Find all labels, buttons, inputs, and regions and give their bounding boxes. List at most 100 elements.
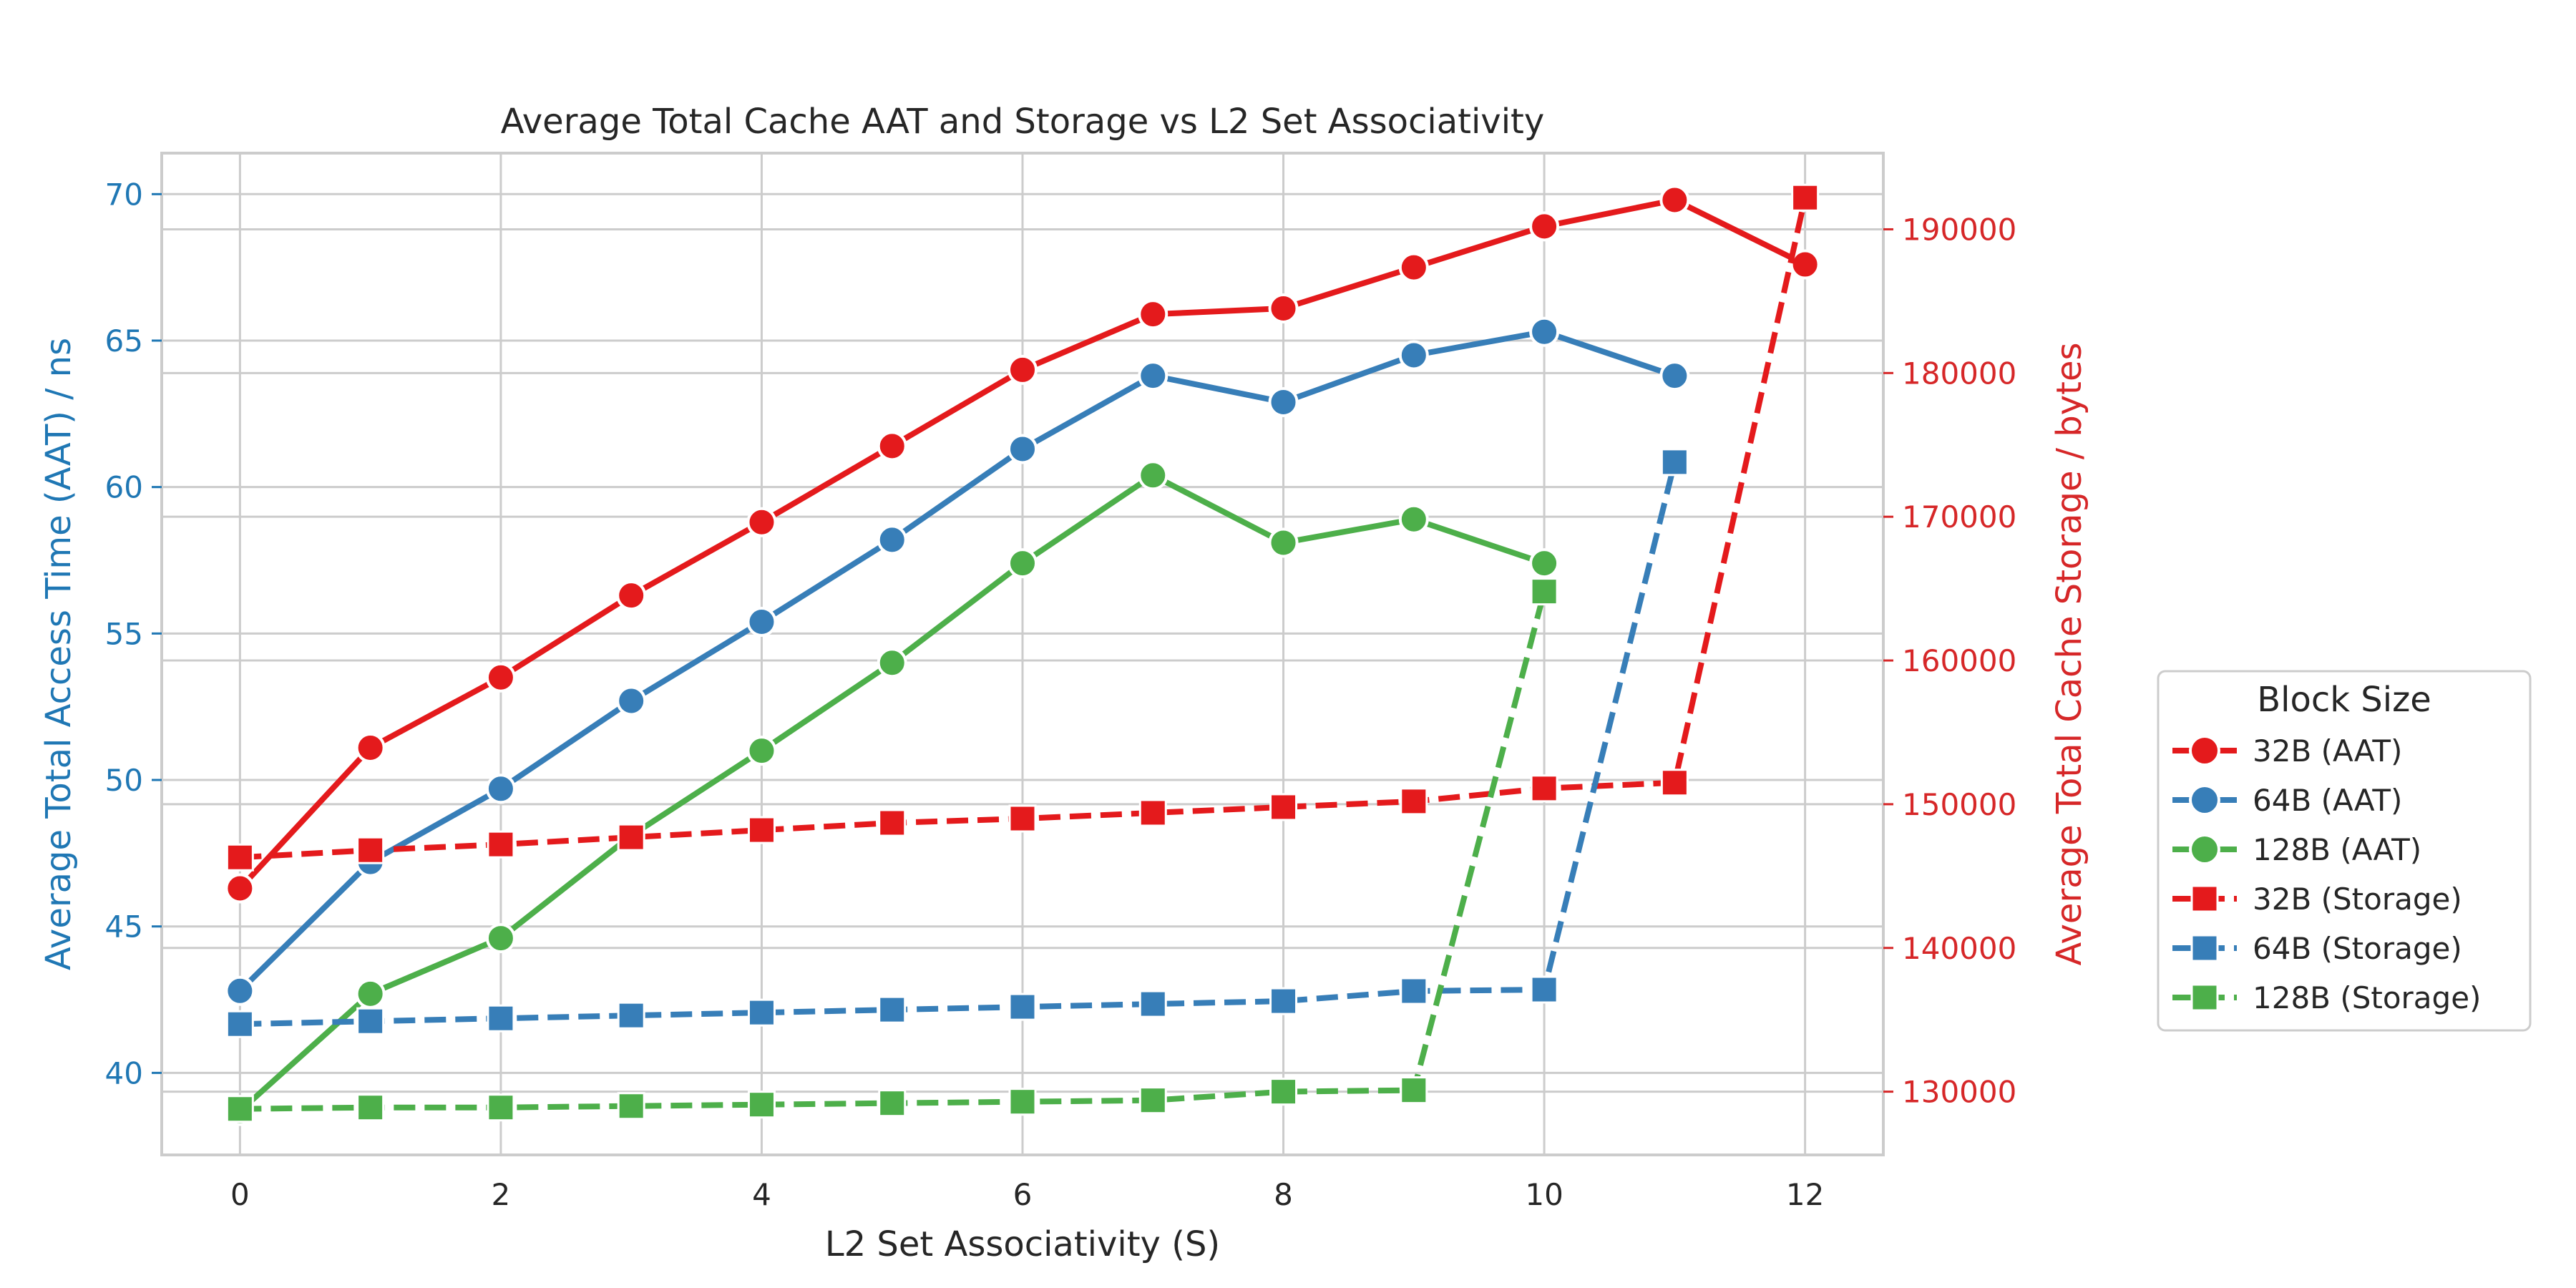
data-point-square — [1269, 1078, 1298, 1106]
data-point-circle — [1268, 386, 1299, 417]
data-point-circle — [355, 978, 386, 1009]
y-left-tick-label: 70 — [105, 177, 143, 212]
y-right-tick-label: 170000 — [1902, 499, 2016, 535]
legend-circle-marker — [2189, 784, 2220, 816]
y-right-tick-label: 130000 — [1902, 1075, 2016, 1110]
data-point-square — [1008, 992, 1037, 1021]
legend-entry: 32B (AAT) — [2172, 733, 2402, 769]
legend-entry-label: 64B (Storage) — [2253, 931, 2462, 966]
legend-entry-label: 128B (Storage) — [2253, 980, 2481, 1015]
data-point-square — [1008, 1088, 1037, 1116]
data-point-square — [1138, 1086, 1167, 1115]
data-point-circle — [485, 923, 516, 954]
series-line — [238, 328, 1676, 993]
series-4 — [225, 183, 1820, 872]
y-right-tick-label: 180000 — [1902, 356, 2016, 391]
data-point-circle — [616, 580, 647, 611]
data-point-circle — [746, 736, 777, 766]
data-point-circle — [1008, 354, 1038, 385]
plot-area-frame — [160, 152, 1885, 1156]
data-point-square — [356, 1093, 385, 1122]
y-right-tick-label: 190000 — [1902, 212, 2016, 247]
legend-frame — [2157, 670, 2532, 1032]
x-tick-label: 0 — [230, 1177, 250, 1212]
data-point-circle — [1008, 434, 1038, 464]
data-point-circle — [616, 686, 647, 716]
data-point-square — [1400, 787, 1428, 816]
legend-entry-label: 32B (Storage) — [2253, 882, 2462, 917]
legend: Block Size 32B (AAT)64B (AAT)128B (AAT)3… — [2157, 670, 2532, 1032]
x-tick-label: 10 — [1525, 1177, 1563, 1212]
legend-entry: 64B (AAT) — [2172, 783, 2402, 818]
data-point-square — [747, 816, 776, 844]
data-point-circle — [1529, 316, 1560, 347]
data-point-square — [225, 1095, 254, 1123]
data-point-circle — [1529, 211, 1560, 242]
data-point-circle — [746, 507, 777, 537]
x-tick-label: 2 — [492, 1177, 511, 1212]
data-point-square — [1400, 977, 1428, 1005]
data-point-square — [1138, 990, 1167, 1018]
legend-entry-label: 64B (AAT) — [2253, 783, 2402, 818]
data-point-circle — [225, 873, 255, 904]
data-point-square — [878, 809, 907, 837]
data-point-square — [1530, 975, 1558, 1004]
x-tick-label: 6 — [1013, 1177, 1033, 1212]
y-axis-right-label: Average Total Cache Storage / bytes — [2049, 343, 2089, 966]
data-point-square — [747, 1091, 776, 1119]
y-left-tick-label: 55 — [105, 616, 143, 651]
data-point-square — [1269, 987, 1298, 1015]
legend-entry: 128B (AAT) — [2172, 832, 2421, 867]
legend-entry-label: 128B (AAT) — [2253, 832, 2421, 867]
data-point-square — [1530, 774, 1558, 803]
series-6 — [225, 577, 1558, 1123]
legend-entry: 64B (Storage) — [2172, 931, 2462, 966]
y-left-tick-label: 50 — [105, 763, 143, 798]
x-tick-label: 12 — [1786, 1177, 1824, 1212]
data-point-square — [617, 823, 645, 852]
data-point-circle — [1659, 361, 1690, 391]
series-5 — [225, 448, 1689, 1038]
data-point-circle — [1659, 185, 1690, 215]
data-point-square — [1400, 1076, 1428, 1105]
data-point-square — [356, 836, 385, 864]
x-tick-label: 4 — [752, 1177, 771, 1212]
series-1 — [225, 185, 1820, 904]
data-point-circle — [1529, 548, 1560, 579]
series-3 — [225, 460, 1560, 1126]
data-point-circle — [1268, 527, 1299, 558]
chart-title: Average Total Cache AAT and Storage vs L… — [501, 102, 1545, 142]
legend-circle-marker — [2189, 834, 2220, 865]
legend-entry: 128B (Storage) — [2172, 980, 2481, 1015]
data-point-square — [225, 843, 254, 872]
data-point-circle — [746, 606, 777, 637]
data-point-square — [747, 998, 776, 1027]
y-left-tick-label: 40 — [105, 1055, 143, 1091]
legend-square-marker — [2190, 884, 2219, 913]
data-point-square — [487, 1004, 515, 1033]
data-point-circle — [1398, 340, 1429, 371]
y-left-tick-label: 45 — [105, 909, 143, 945]
series-line — [240, 461, 1678, 1028]
data-point-square — [487, 1093, 515, 1122]
data-point-square — [356, 1007, 385, 1035]
data-point-circle — [485, 774, 516, 804]
data-point-circle — [485, 662, 516, 693]
data-point-square — [1660, 769, 1689, 797]
data-point-circle — [1138, 361, 1169, 391]
y-left-tick-label: 60 — [105, 470, 143, 505]
data-point-square — [1008, 804, 1037, 833]
data-point-square — [1530, 577, 1558, 606]
data-point-circle — [877, 525, 907, 555]
data-point-circle — [355, 732, 386, 763]
data-point-square — [1660, 448, 1689, 477]
series-layer — [225, 183, 1820, 1126]
y-axis-left-label: Average Total Access Time (AAT) / ns — [39, 338, 79, 970]
legend-circle-marker — [2189, 735, 2220, 766]
data-point-circle — [1268, 293, 1299, 323]
data-point-square — [617, 1001, 645, 1030]
data-point-square — [878, 1089, 907, 1118]
data-point-circle — [877, 431, 907, 462]
data-point-circle — [1008, 548, 1038, 579]
